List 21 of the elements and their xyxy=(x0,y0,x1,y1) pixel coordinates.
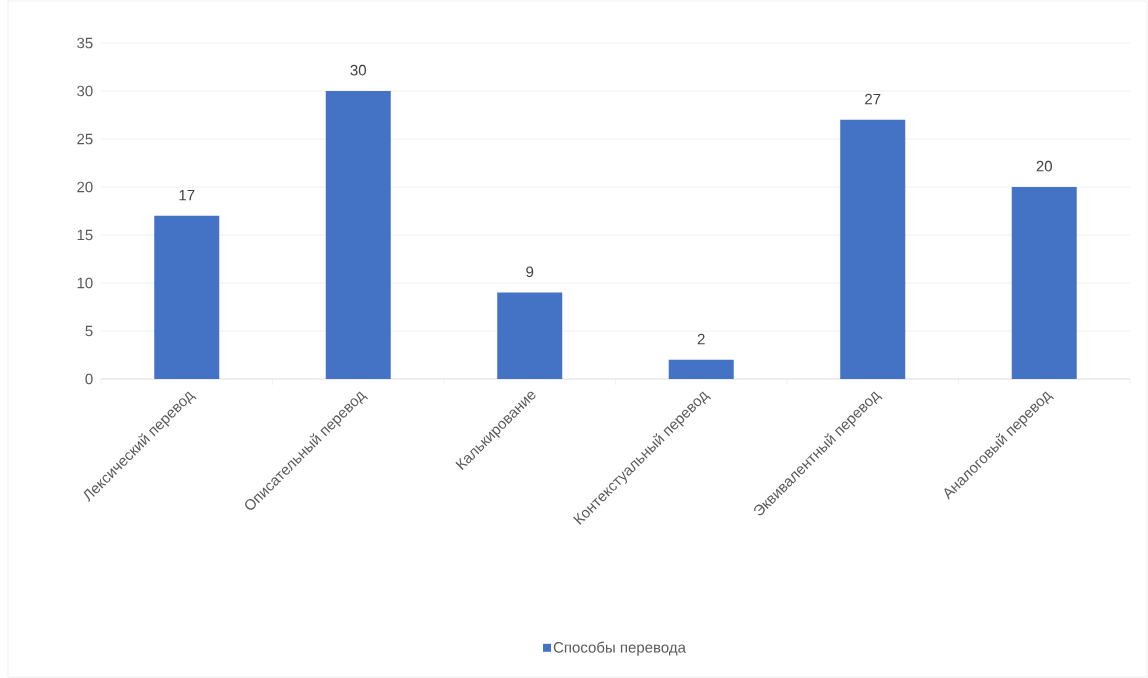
y-tick-label: 0 xyxy=(85,373,93,385)
y-tick-label: 25 xyxy=(77,133,93,145)
bar xyxy=(325,91,391,379)
bar xyxy=(668,359,734,379)
y-tick-label: 35 xyxy=(77,37,93,49)
bar xyxy=(840,119,906,379)
y-tick-label: 15 xyxy=(77,229,93,241)
y-tick-label: 10 xyxy=(77,277,93,289)
data-label: 2 xyxy=(697,333,705,345)
data-label: 27 xyxy=(865,93,881,105)
data-label: 30 xyxy=(350,64,366,76)
data-label: 9 xyxy=(526,266,534,278)
y-tick-label: 30 xyxy=(77,85,93,97)
y-tick-label: 20 xyxy=(77,181,93,193)
y-tick-label: 5 xyxy=(85,325,93,337)
bar xyxy=(154,215,220,379)
data-label: 20 xyxy=(1036,160,1052,172)
bar xyxy=(497,292,563,379)
legend-label: Способы перевода xyxy=(553,641,686,656)
data-label: 17 xyxy=(179,189,195,201)
bar xyxy=(1011,187,1077,379)
